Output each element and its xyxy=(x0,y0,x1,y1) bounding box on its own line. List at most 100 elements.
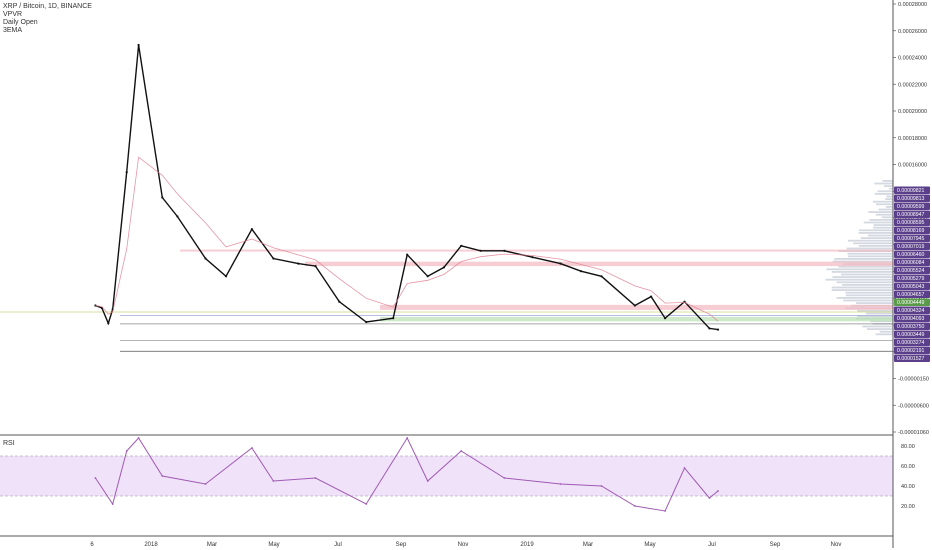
price-point-13 xyxy=(314,265,317,268)
level-badge-bg-7 xyxy=(894,242,930,250)
price-point-26 xyxy=(600,275,603,278)
price-tick-label-16: -0.00001060 xyxy=(898,430,929,436)
level-badge-bg-1 xyxy=(894,194,930,202)
price-point-29 xyxy=(664,317,667,320)
rsi-point-17 xyxy=(664,510,666,512)
chart-title: XRP / Bitcoin, 1D, BINANCE xyxy=(3,3,92,10)
level-badge-bg-21 xyxy=(894,354,930,362)
rsi-point-16 xyxy=(634,505,636,507)
price-point-15 xyxy=(365,320,368,324)
price-point-6 xyxy=(161,196,164,199)
level-badge-bg-20 xyxy=(894,346,930,354)
volume-profile-bar xyxy=(832,260,893,263)
level-badge-bg-14 xyxy=(894,298,930,306)
price-point-9 xyxy=(224,275,228,278)
price-point-25 xyxy=(579,270,583,273)
volume-profile-bar xyxy=(862,325,893,328)
level-badge-bg-17 xyxy=(894,322,930,330)
rsi-point-13 xyxy=(503,477,506,479)
price-point-7 xyxy=(176,215,179,218)
price-point-19 xyxy=(442,266,445,269)
time-tick-label-1: 2018 xyxy=(144,542,158,548)
ema-line xyxy=(95,156,719,322)
level-badge-bg-2 xyxy=(894,202,930,210)
rsi-point-0 xyxy=(94,477,97,479)
volume-profile-bar xyxy=(884,185,893,187)
price-point-22 xyxy=(503,249,506,252)
rsi-point-14 xyxy=(559,483,562,485)
volume-profile-bar xyxy=(868,211,893,213)
chart-legend: XRP / Bitcoin, 1D, BINANCE VPVR Daily Op… xyxy=(3,3,92,35)
rsi-tick-label-0: 80.00 xyxy=(901,444,915,450)
price-point-4 xyxy=(125,171,128,174)
level-badge-14: 0.00004449 xyxy=(897,300,925,306)
level-badge-bg-9 xyxy=(894,258,930,266)
volume-profile-bar xyxy=(889,187,893,190)
price-point-21 xyxy=(479,249,482,252)
level-badge-bg-12 xyxy=(894,282,930,290)
price-point-2 xyxy=(107,322,110,325)
price-tick-label-0: 0.00028000 xyxy=(898,2,927,8)
rsi-point-19 xyxy=(708,497,711,499)
price-point-18 xyxy=(426,275,429,278)
level-badge-17: 0.00003750 xyxy=(897,324,925,330)
price-tick-label-3: 0.00022000 xyxy=(898,82,927,88)
price-point-8 xyxy=(204,257,207,260)
rsi-tick-label-1: 60.00 xyxy=(901,464,915,470)
rsi-tick-label-2: 40.00 xyxy=(901,484,915,490)
time-tick-label-9: May xyxy=(644,542,655,548)
level-badge-bg-16 xyxy=(894,314,930,322)
volume-profile-bar xyxy=(838,265,893,268)
level-badge-20: 0.00002191 xyxy=(897,348,925,354)
volume-profile-bar xyxy=(842,284,893,286)
level-badge-19: 0.00003274 xyxy=(897,340,925,346)
volume-profile-bar xyxy=(879,330,893,333)
volume-profile-bar xyxy=(858,245,893,247)
price-tick-label-2: 0.00024000 xyxy=(898,56,927,62)
volume-profile-bar xyxy=(846,247,893,250)
support-lines xyxy=(0,311,893,352)
price-tick-label-15: -0.00000600 xyxy=(898,403,929,409)
price-series[interactable] xyxy=(94,43,720,331)
volume-profile-bar xyxy=(878,208,893,211)
level-badge-bg-18 xyxy=(894,330,930,338)
volume-profile-bar xyxy=(886,195,893,198)
volume-profile-bar xyxy=(876,213,893,216)
rsi-series[interactable] xyxy=(94,436,719,512)
level-badge-bg-19 xyxy=(894,338,930,346)
volume-profile-bar xyxy=(875,203,893,206)
volume-profile-bar xyxy=(831,271,893,273)
rsi-point-7 xyxy=(272,480,275,482)
rsi-band xyxy=(0,455,893,497)
volume-profile-bar xyxy=(872,226,893,229)
level-badge-bg-10 xyxy=(894,266,930,274)
indicator-vpvr[interactable]: VPVR xyxy=(3,11,23,18)
volume-profile-bar xyxy=(826,268,893,271)
level-badge-13: 0.00004657 xyxy=(897,292,925,298)
rsi-pane-label: RSI xyxy=(3,440,15,447)
volume-profile-bar xyxy=(866,328,893,330)
level-badge-7: 0.00007019 xyxy=(897,244,925,250)
volume-profile-bar xyxy=(863,221,893,224)
level-badge-3: 0.00008947 xyxy=(897,212,925,218)
price-point-20 xyxy=(460,244,463,247)
volume-profile-bar xyxy=(836,297,893,299)
level-badge-4: 0.00008595 xyxy=(897,220,925,226)
level-badge-6: 0.00007945 xyxy=(897,236,925,242)
indicator-daily-open[interactable]: Daily Open xyxy=(3,19,38,26)
price-tick-label-6: 0.00016000 xyxy=(898,163,927,169)
volume-profile-bar xyxy=(865,312,893,315)
time-tick-label-4: Jul xyxy=(334,542,342,548)
rsi-point-18 xyxy=(683,467,686,469)
rsi-point-5 xyxy=(204,483,207,485)
volume-profile-bar xyxy=(877,190,893,193)
rsi-point-3 xyxy=(137,437,140,439)
volume-profile-bar xyxy=(882,180,893,182)
price-point-32 xyxy=(716,328,720,331)
level-badge-bg-11 xyxy=(894,274,930,282)
volume-profile-bar xyxy=(874,182,893,185)
price-tick-label-4: 0.00020000 xyxy=(898,109,927,115)
indicator-3ema[interactable]: 3EMA xyxy=(3,27,23,34)
volume-profile-bar xyxy=(845,294,893,297)
